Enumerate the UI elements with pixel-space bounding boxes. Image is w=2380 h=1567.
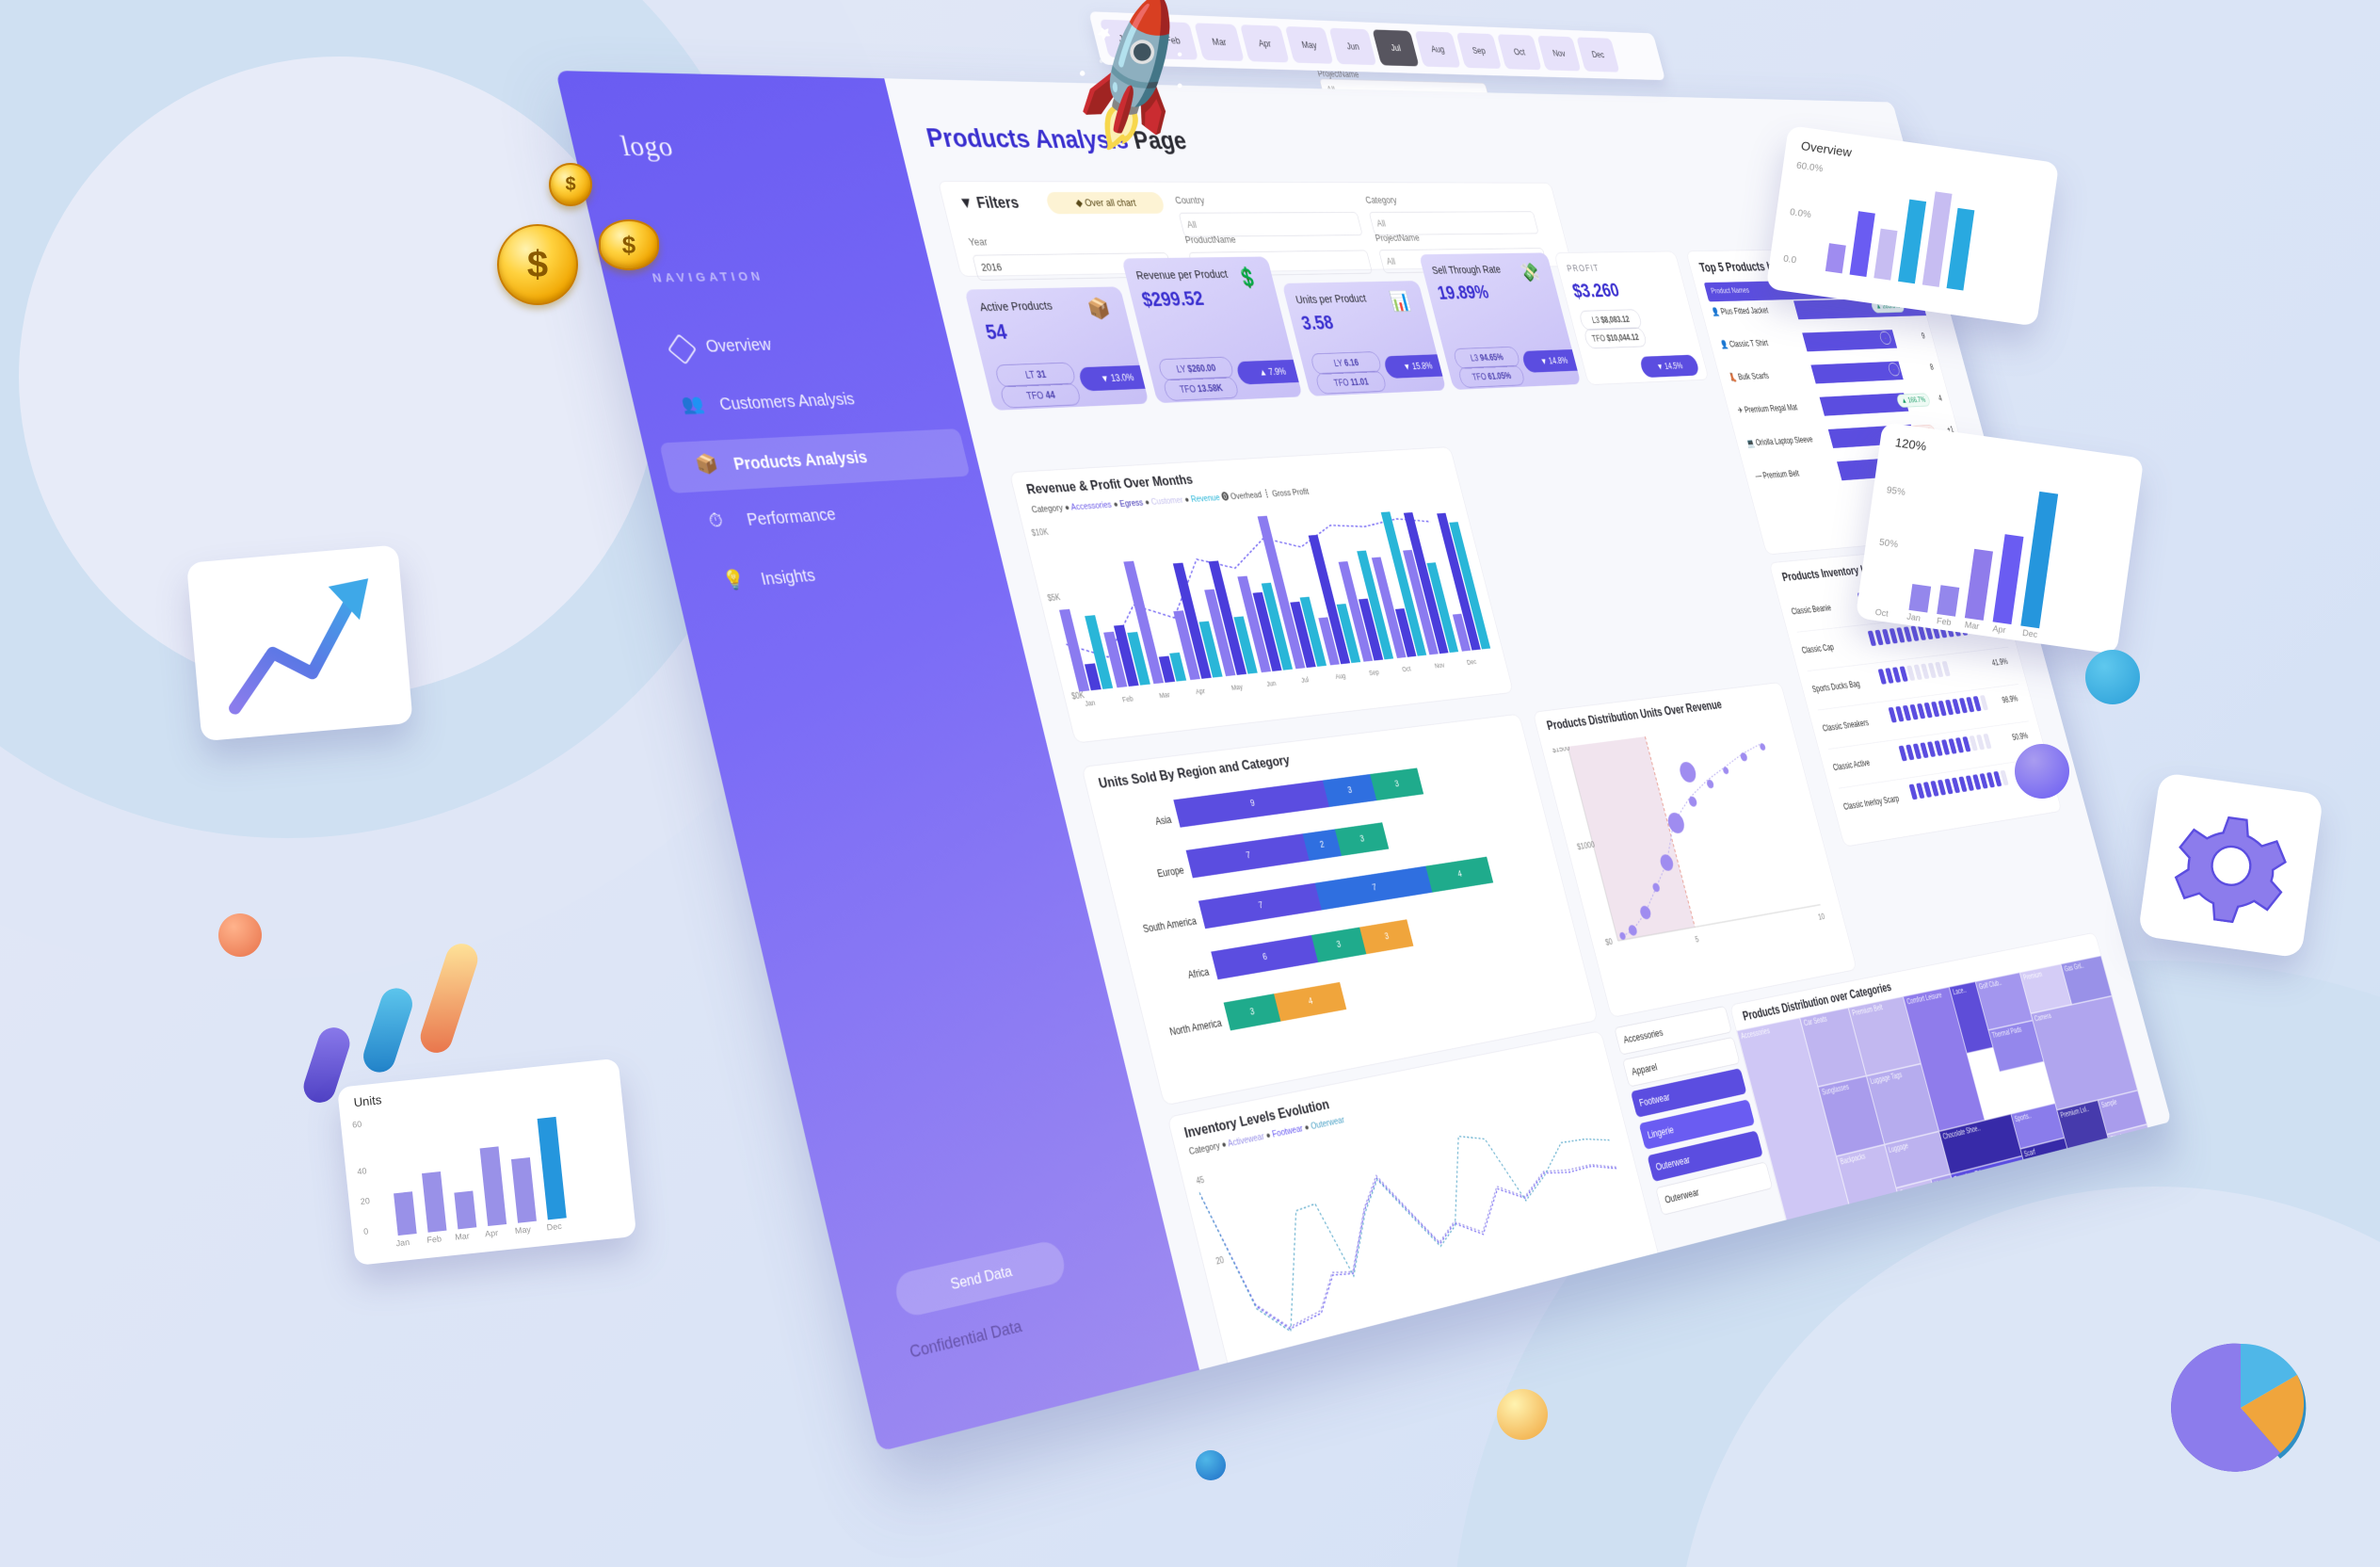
svg-text:Jul 14: Jul 14 xyxy=(1426,1319,1446,1333)
svg-text:5: 5 xyxy=(1695,935,1700,945)
svg-text:0: 0 xyxy=(1240,1357,1246,1368)
svg-text:20: 20 xyxy=(1214,1254,1225,1267)
svg-text:$1000: $1000 xyxy=(1576,840,1596,851)
svg-text:$1500: $1500 xyxy=(1551,743,1570,754)
svg-text:45: 45 xyxy=(1195,1174,1205,1186)
svg-text:Jul 07: Jul 07 xyxy=(1263,1361,1284,1369)
svg-text:10: 10 xyxy=(1817,912,1825,921)
svg-text:Jul 21: Jul 21 xyxy=(1579,1280,1597,1293)
svg-text:$0: $0 xyxy=(1604,937,1614,947)
